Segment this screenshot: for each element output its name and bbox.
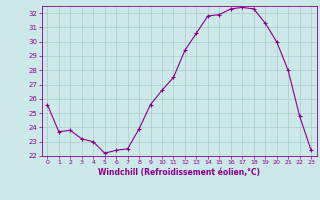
X-axis label: Windchill (Refroidissement éolien,°C): Windchill (Refroidissement éolien,°C)	[98, 168, 260, 177]
